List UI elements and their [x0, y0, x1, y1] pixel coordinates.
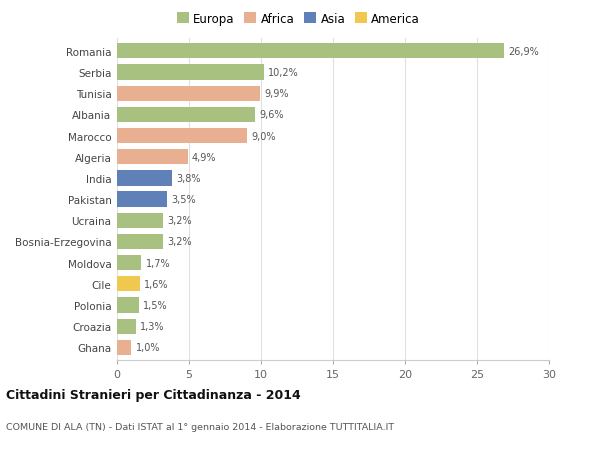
Bar — [117, 65, 264, 80]
Bar — [117, 213, 163, 229]
Bar — [117, 235, 163, 250]
Bar — [117, 44, 505, 59]
Text: 1,7%: 1,7% — [146, 258, 170, 268]
Text: 3,8%: 3,8% — [176, 174, 200, 184]
Bar — [117, 340, 131, 355]
Text: 3,5%: 3,5% — [172, 195, 196, 205]
Text: 9,9%: 9,9% — [264, 89, 289, 99]
Bar — [117, 150, 188, 165]
Text: 9,0%: 9,0% — [251, 131, 275, 141]
Bar — [117, 192, 167, 207]
Text: 9,6%: 9,6% — [260, 110, 284, 120]
Bar — [117, 171, 172, 186]
Text: 3,2%: 3,2% — [167, 216, 192, 226]
Text: Cittadini Stranieri per Cittadinanza - 2014: Cittadini Stranieri per Cittadinanza - 2… — [6, 388, 301, 401]
Bar — [117, 298, 139, 313]
Text: 1,5%: 1,5% — [143, 300, 167, 310]
Text: 1,3%: 1,3% — [140, 321, 164, 331]
Text: 1,6%: 1,6% — [145, 279, 169, 289]
Text: 4,9%: 4,9% — [192, 152, 217, 162]
Text: 26,9%: 26,9% — [509, 47, 539, 57]
Bar — [117, 86, 260, 101]
Text: COMUNE DI ALA (TN) - Dati ISTAT al 1° gennaio 2014 - Elaborazione TUTTITALIA.IT: COMUNE DI ALA (TN) - Dati ISTAT al 1° ge… — [6, 422, 394, 431]
Text: 10,2%: 10,2% — [268, 68, 299, 78]
Bar — [117, 277, 140, 292]
Bar — [117, 129, 247, 144]
Bar — [117, 319, 136, 334]
Text: 3,2%: 3,2% — [167, 237, 192, 247]
Text: 1,0%: 1,0% — [136, 342, 160, 353]
Bar — [117, 107, 255, 123]
Bar — [117, 256, 142, 271]
Legend: Europa, Africa, Asia, America: Europa, Africa, Asia, America — [172, 8, 425, 30]
